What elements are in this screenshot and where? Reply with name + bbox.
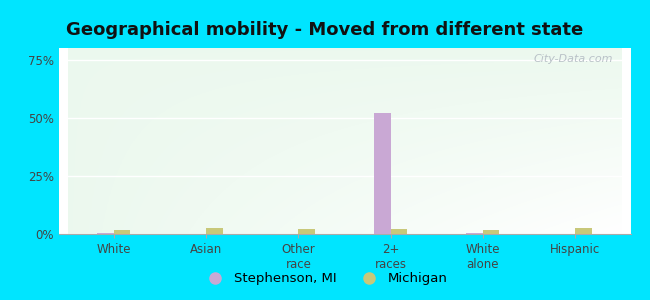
Bar bbox=[114, 230, 131, 234]
Bar bbox=[466, 233, 483, 234]
Bar bbox=[374, 113, 391, 234]
Legend: Stephenson, MI, Michigan: Stephenson, MI, Michigan bbox=[197, 267, 453, 290]
Bar bbox=[391, 229, 408, 234]
Bar bbox=[206, 228, 223, 234]
Bar bbox=[483, 230, 499, 234]
Bar bbox=[98, 233, 114, 234]
Bar bbox=[575, 228, 592, 234]
Bar bbox=[298, 229, 315, 234]
Text: Geographical mobility - Moved from different state: Geographical mobility - Moved from diffe… bbox=[66, 21, 584, 39]
Text: City-Data.com: City-Data.com bbox=[534, 54, 614, 64]
